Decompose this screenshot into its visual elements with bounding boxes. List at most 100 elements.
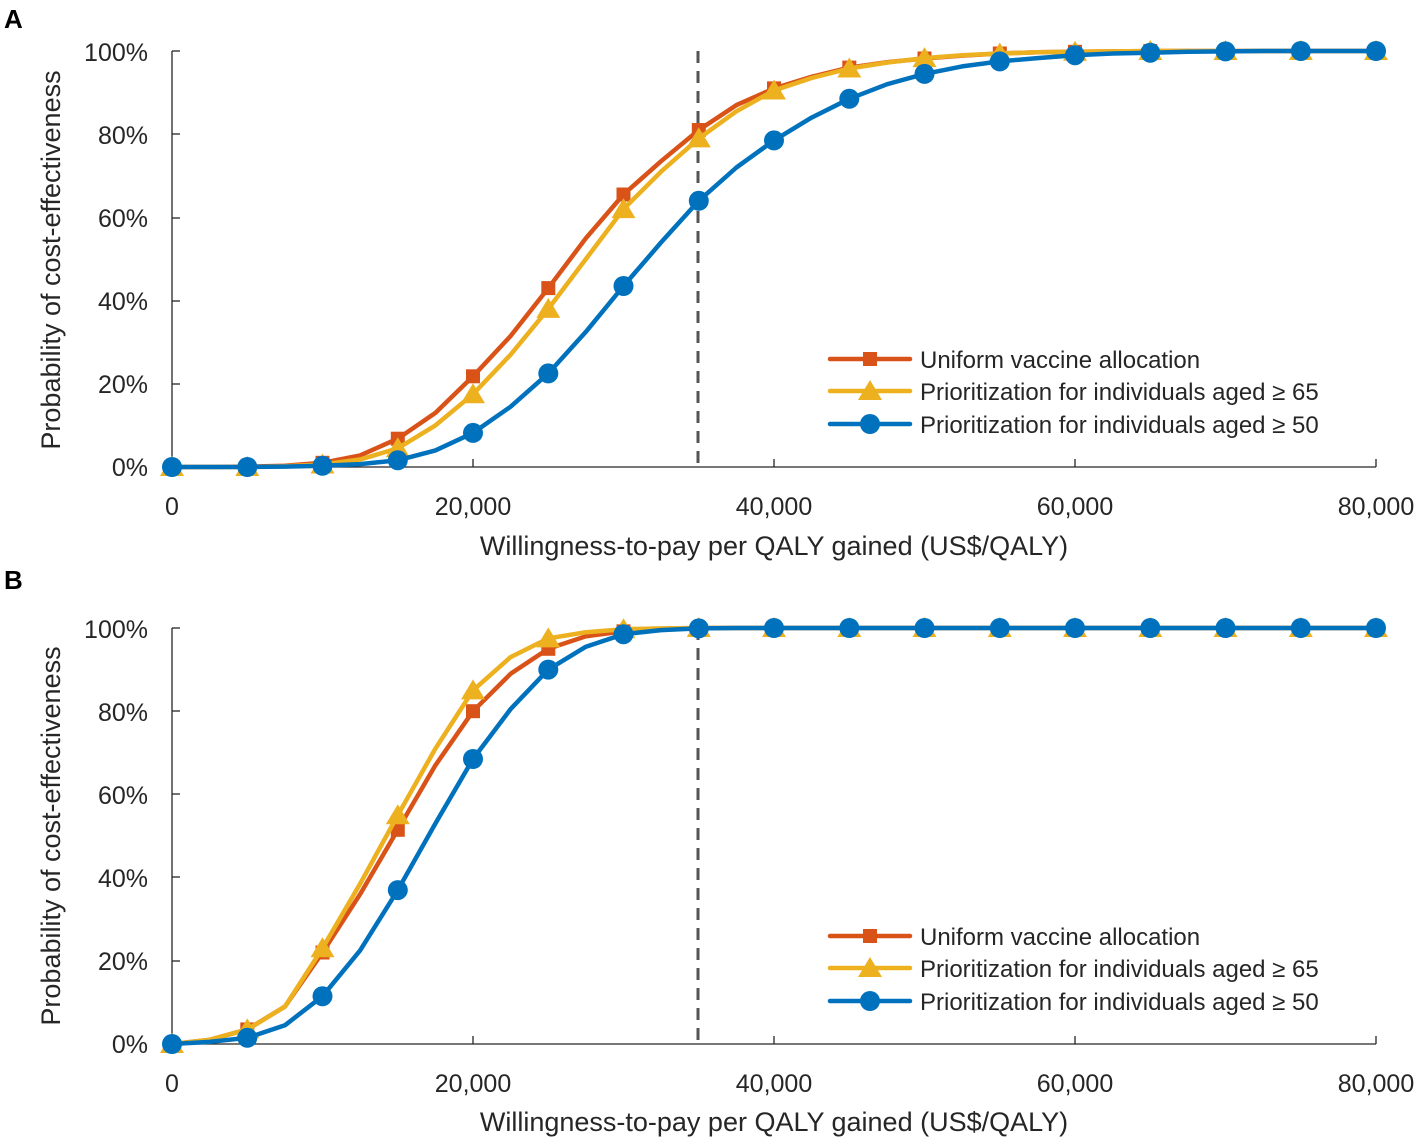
data-point-triangle <box>310 937 335 958</box>
x-tick-label: 20,000 <box>435 493 511 521</box>
y-tick-label: 100% <box>84 39 148 67</box>
legend-label-age50: Prioritization for individuals aged ≥ 50 <box>920 412 1319 439</box>
data-point-circle <box>1215 618 1236 638</box>
data-point-triangle <box>611 198 636 219</box>
panel-b-series <box>160 617 1388 1054</box>
data-point-circle <box>312 455 333 476</box>
data-point-triangle <box>385 804 410 825</box>
legend-label-age65: Prioritization for individuals aged ≥ 65 <box>920 956 1319 983</box>
data-point-circle <box>839 88 860 109</box>
panel-a-y-axis-title: Probability of cost-effectiveness <box>36 70 66 449</box>
panel-b-x-ticks: 0 20,000 40,000 60,000 80,000 <box>165 1070 1414 1098</box>
data-point-circle <box>1366 618 1386 638</box>
y-tick-label: 60% <box>98 205 148 233</box>
data-point-circle <box>914 63 935 84</box>
legend-label-uniform: Uniform vaccine allocation <box>920 924 1200 951</box>
data-point-triangle <box>686 127 711 148</box>
panel-a-y-ticks: 100% 80% 60% 40% 20% 0% <box>84 39 148 482</box>
data-point-circle <box>688 190 709 211</box>
legend-label-age65: Prioritization for individuals aged ≥ 65 <box>920 379 1319 406</box>
y-tick-label: 60% <box>98 782 148 810</box>
data-point-circle <box>1140 42 1161 63</box>
legend-circle-marker <box>860 414 880 434</box>
x-tick-label: 80,000 <box>1338 1070 1414 1098</box>
panel-b-axis-ticks <box>172 627 1377 1044</box>
panel-a-x-axis-title: Willingness-to-pay per QALY gained (US$/… <box>480 531 1068 561</box>
data-point-circle <box>1065 45 1085 66</box>
y-tick-label: 80% <box>98 699 148 727</box>
y-tick-label: 80% <box>98 122 148 150</box>
data-point-circle <box>1290 41 1311 61</box>
y-tick-label: 20% <box>98 371 148 399</box>
panel-b-chart: B 100% 80% 60% 40% 20% 0% 0 20,000 40,00… <box>4 565 1414 1137</box>
x-tick-label: 80,000 <box>1338 493 1414 521</box>
data-point-circle <box>1290 618 1311 638</box>
data-point-circle <box>839 618 860 638</box>
legend-square-marker <box>863 929 877 943</box>
data-point-square <box>466 704 480 719</box>
data-point-triangle <box>536 627 561 648</box>
data-point-triangle <box>912 47 937 68</box>
data-point-circle <box>538 659 559 680</box>
x-tick-label: 0 <box>165 1070 179 1098</box>
data-point-circle <box>463 749 483 769</box>
data-point-circle <box>387 450 408 471</box>
data-point-circle <box>237 1027 258 1048</box>
data-point-circle <box>764 618 784 638</box>
data-point-square <box>541 281 556 296</box>
y-tick-label: 0% <box>112 454 148 482</box>
data-point-circle <box>989 618 1010 638</box>
legend-circle-marker <box>860 991 880 1011</box>
x-tick-label: 60,000 <box>1037 1070 1113 1098</box>
panel-b-label: B <box>4 565 23 595</box>
data-point-circle <box>764 130 784 151</box>
legend-square-marker <box>863 352 877 366</box>
y-tick-label: 100% <box>84 616 148 644</box>
data-point-circle <box>387 880 408 901</box>
x-tick-label: 40,000 <box>736 493 812 521</box>
legend-label-age50: Prioritization for individuals aged ≥ 50 <box>920 989 1319 1016</box>
data-point-triangle <box>461 383 485 404</box>
data-point-triangle <box>536 297 561 318</box>
panel-a-x-ticks: 0 20,000 40,000 60,000 80,000 <box>165 493 1414 521</box>
data-point-circle <box>1065 618 1085 638</box>
x-tick-label: 20,000 <box>435 1070 511 1098</box>
legend-label-uniform: Uniform vaccine allocation <box>920 347 1200 374</box>
panel-b-y-ticks: 100% 80% 60% 40% 20% 0% <box>84 616 148 1059</box>
panel-a-axis-ticks <box>172 50 1377 467</box>
panel-b-y-axis-title: Probability of cost-effectiveness <box>36 646 66 1025</box>
panel-a-chart: A 100% 80% 60% 40% 20% 0% 0 20,000 40,00… <box>4 4 1414 561</box>
x-tick-label: 60,000 <box>1037 493 1113 521</box>
data-point-circle <box>1215 41 1236 62</box>
data-point-circle <box>312 986 333 1007</box>
panel-a-legend: Uniform vaccine allocation Prioritizatio… <box>827 347 1319 439</box>
data-point-circle <box>463 422 483 443</box>
data-point-circle <box>237 457 258 477</box>
x-tick-label: 0 <box>165 493 179 521</box>
legend-triangle-marker <box>858 380 882 400</box>
data-point-square <box>466 369 480 384</box>
data-point-circle <box>1366 41 1386 61</box>
panel-a-label: A <box>4 4 23 34</box>
y-tick-label: 0% <box>112 1031 148 1059</box>
y-tick-label: 40% <box>98 288 148 316</box>
data-point-circle <box>613 276 634 296</box>
x-tick-label: 40,000 <box>736 1070 812 1098</box>
y-tick-label: 40% <box>98 865 148 893</box>
data-point-circle <box>162 457 182 477</box>
data-point-square <box>616 187 631 202</box>
data-point-triangle <box>461 679 485 700</box>
data-point-square <box>390 822 405 837</box>
data-point-triangle <box>762 79 786 100</box>
data-point-circle <box>162 1034 182 1054</box>
legend-triangle-marker <box>858 957 882 977</box>
data-point-triangle <box>837 57 862 78</box>
data-point-circle <box>914 618 935 638</box>
data-point-circle <box>989 51 1010 72</box>
data-point-circle <box>538 363 559 384</box>
data-point-circle <box>1140 618 1161 638</box>
data-point-circle <box>613 624 634 645</box>
panel-b-legend: Uniform vaccine allocation Prioritizatio… <box>827 924 1319 1016</box>
panel-b-x-axis-title: Willingness-to-pay per QALY gained (US$/… <box>480 1107 1068 1137</box>
